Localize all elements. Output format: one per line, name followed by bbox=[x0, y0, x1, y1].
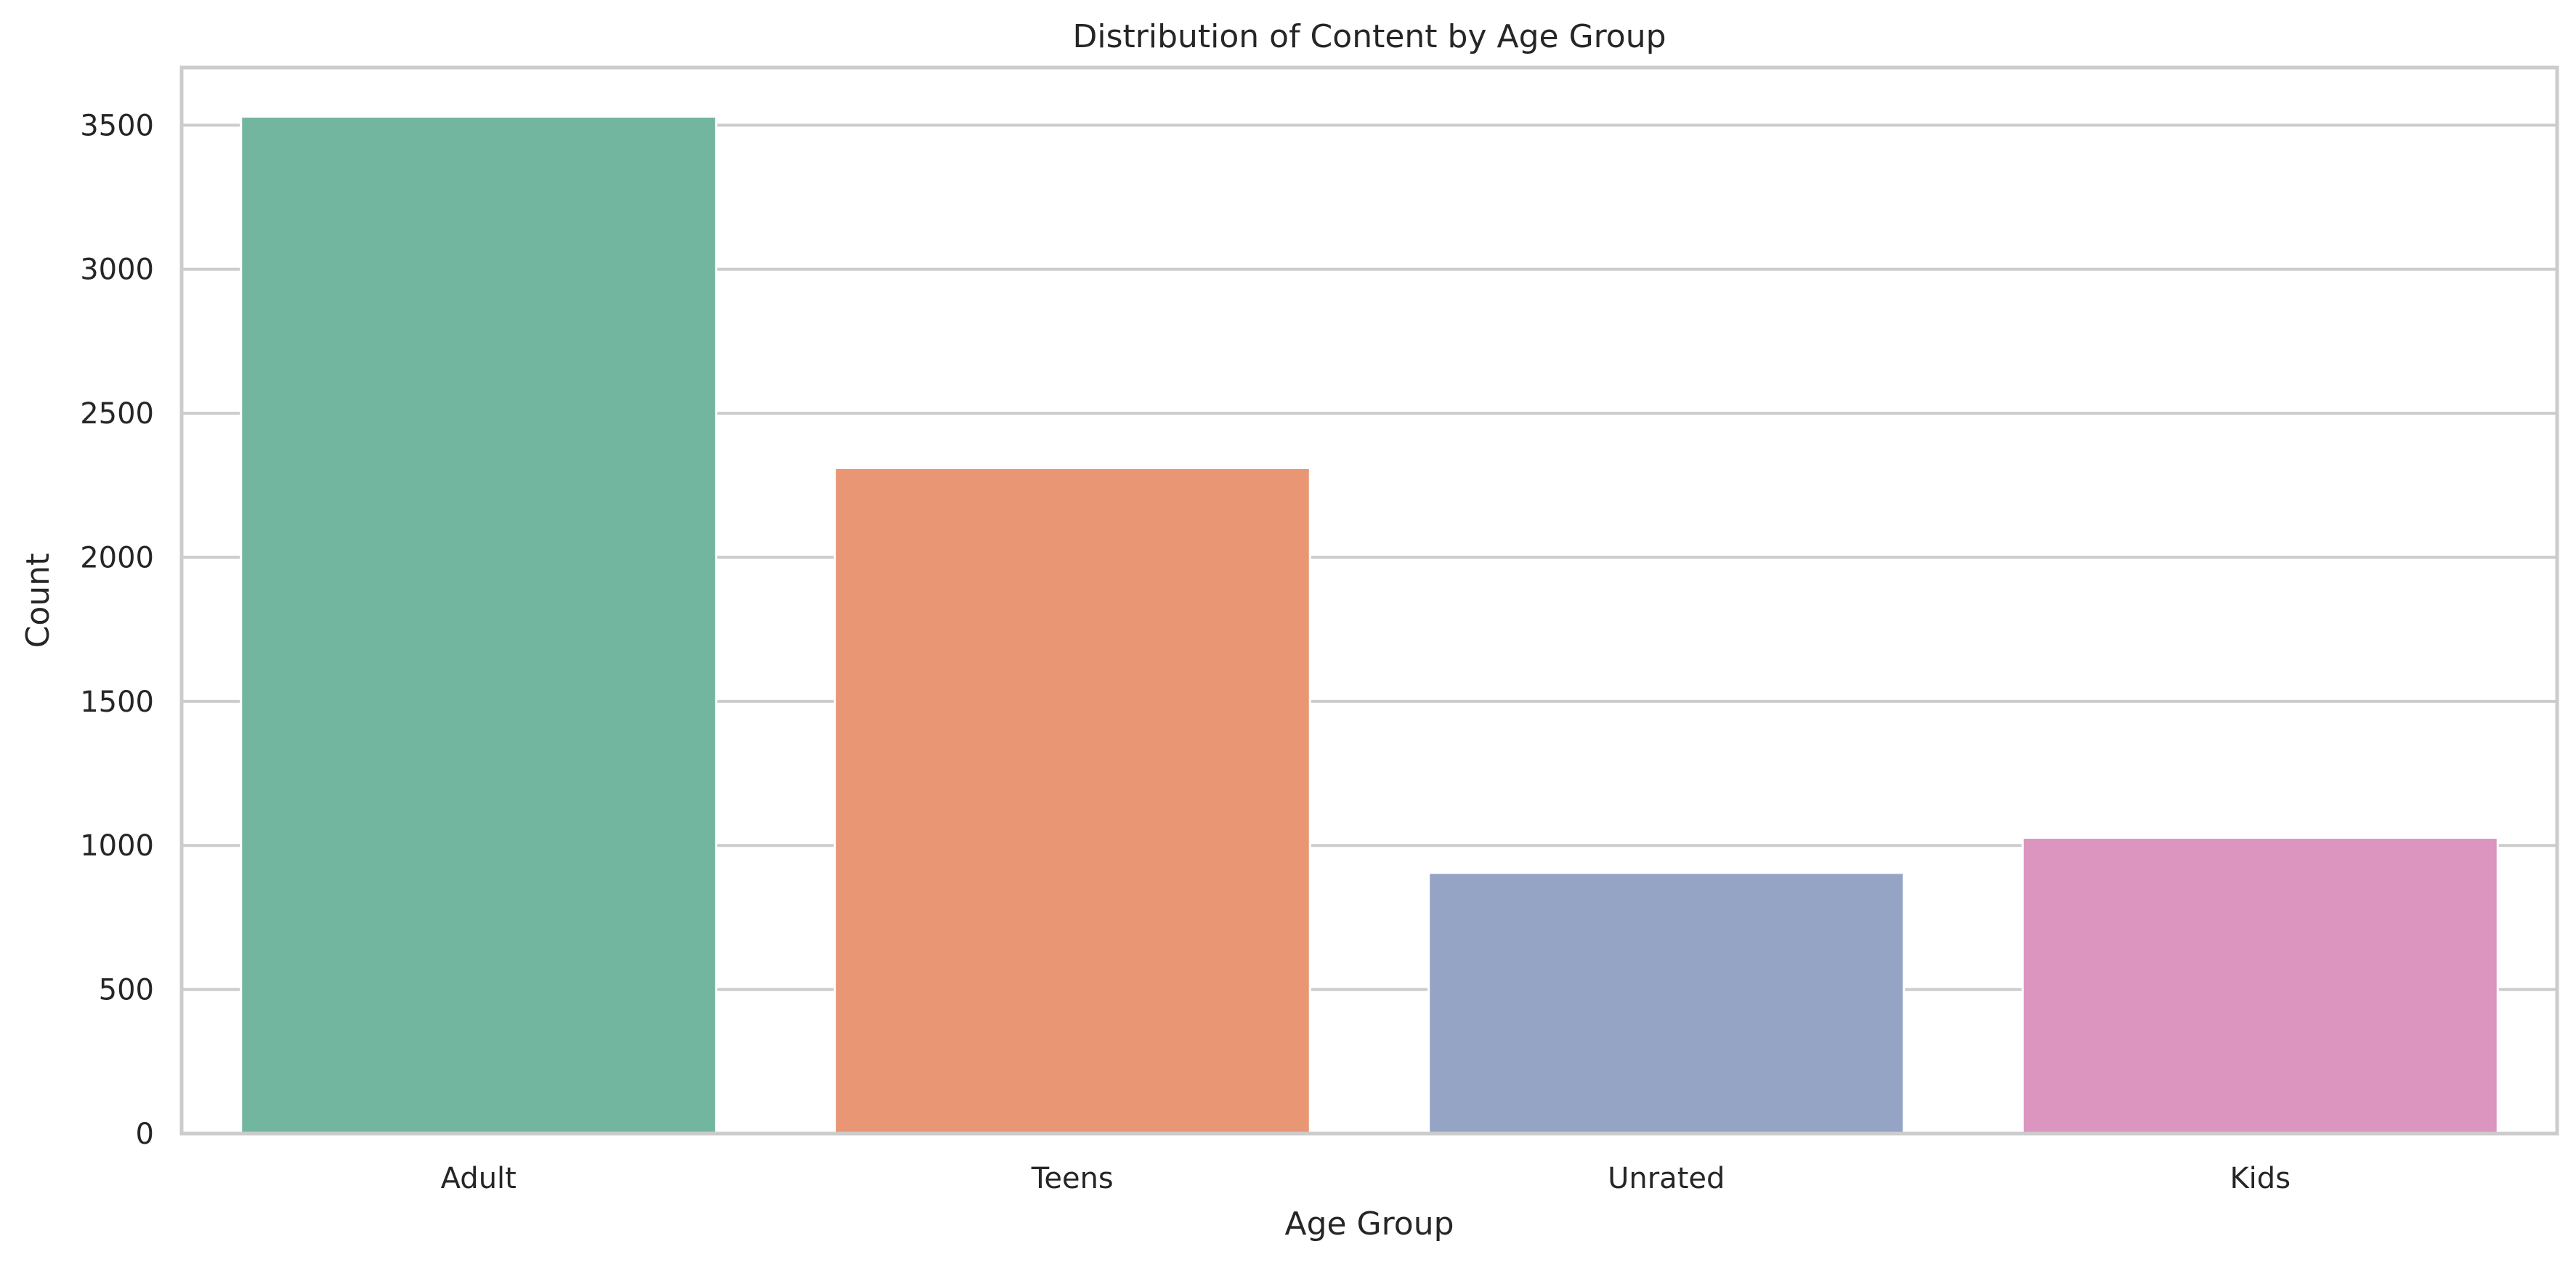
x-tick-label-adult: Adult bbox=[441, 1162, 517, 1195]
x-tick-label-kids: Kids bbox=[2229, 1162, 2291, 1195]
y-tick-label: 1500 bbox=[80, 686, 154, 719]
x-tick-label-teens: Teens bbox=[1031, 1162, 1114, 1195]
y-tick-label: 2000 bbox=[80, 541, 154, 574]
chart-title: Distribution of Content by Age Group bbox=[1072, 18, 1666, 55]
bars bbox=[240, 115, 2499, 1135]
x-tick-labels: Adult Teens Unrated Kids bbox=[441, 1162, 2291, 1195]
bar-adult bbox=[240, 115, 718, 1135]
y-tick-label: 1000 bbox=[80, 829, 154, 863]
y-tick-label: 2500 bbox=[80, 397, 154, 431]
x-tick-label-unrated: Unrated bbox=[1608, 1162, 1725, 1195]
y-tick-label: 3500 bbox=[80, 109, 154, 142]
bar-unrated bbox=[1427, 871, 1905, 1135]
bar-kids bbox=[2021, 837, 2499, 1135]
y-tick-label: 500 bbox=[99, 974, 154, 1007]
y-tick-label: 0 bbox=[136, 1118, 154, 1151]
y-tick-labels: 0 500 1000 1500 2000 2500 3000 3500 bbox=[80, 109, 154, 1151]
y-tick-label: 3000 bbox=[80, 253, 154, 287]
y-axis-label: Count bbox=[20, 553, 57, 648]
x-axis-label: Age Group bbox=[1284, 1205, 1454, 1242]
plot-frame bbox=[179, 65, 2559, 1136]
bar-teens bbox=[833, 466, 1311, 1135]
